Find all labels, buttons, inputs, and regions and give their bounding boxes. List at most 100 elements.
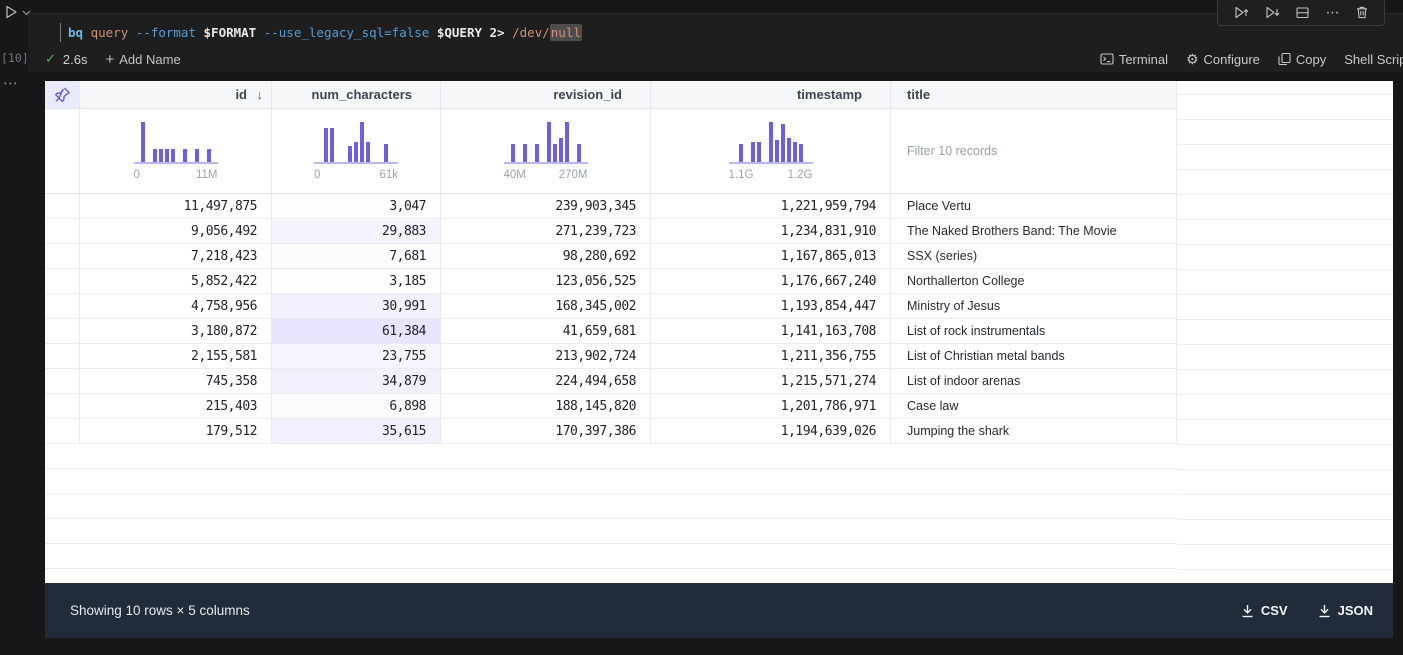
histogram-id[interactable]: 0 11M: [133, 121, 218, 181]
gear-icon: ⚙: [1185, 51, 1199, 67]
table-row: 9,056,492 29,883 271,239,723 1,234,831,910 T…: [45, 219, 1177, 244]
column-header-id[interactable]: id ↓: [80, 81, 272, 108]
cell-title[interactable]: Case law: [891, 394, 1177, 418]
cell-id[interactable]: 7,218,423: [80, 244, 272, 268]
filter-gutter-cell: [45, 109, 80, 193]
execution-count: [10]: [1, 51, 29, 65]
histogram-timestamp[interactable]: 1.1G 1.2G: [728, 121, 813, 181]
cell-revision_id[interactable]: 213,902,724: [441, 344, 651, 368]
cell-title[interactable]: Ministry of Jesus: [891, 294, 1177, 318]
more-actions-button[interactable]: ⋯: [1325, 4, 1340, 20]
cell-revision_id[interactable]: 239,903,345: [441, 194, 651, 218]
cell-timestamp[interactable]: 1,211,356,755: [651, 344, 891, 368]
cell-more-actions-icon[interactable]: ⋯: [3, 75, 19, 92]
cell-timestamp[interactable]: 1,193,854,447: [651, 294, 891, 318]
cell-num_characters[interactable]: 7,681: [272, 244, 441, 268]
cell-revision_id[interactable]: 224,494,658: [441, 369, 651, 393]
cell-revision_id[interactable]: 188,145,820: [441, 394, 651, 418]
execute-above-button[interactable]: [1233, 5, 1249, 20]
execute-below-button[interactable]: [1264, 5, 1280, 20]
column-header-revision_id[interactable]: revision_id: [441, 81, 651, 108]
cell-num_characters[interactable]: 35,615: [272, 419, 441, 443]
cell-timestamp[interactable]: 1,201,786,971: [651, 394, 891, 418]
cell-revision_id[interactable]: 123,056,525: [441, 269, 651, 293]
delete-cell-button[interactable]: [1355, 5, 1369, 20]
cell-num_characters[interactable]: 29,883: [272, 219, 441, 243]
shell-script-button[interactable]: Shell Script: [1344, 51, 1403, 67]
cell-revision_id[interactable]: 98,280,692: [441, 244, 651, 268]
filter-cell-num_characters: 0 61k: [272, 109, 441, 193]
cell-id[interactable]: 179,512: [80, 419, 272, 443]
title-filter-input[interactable]: [907, 144, 1147, 158]
histogram-bar: [534, 143, 539, 162]
cell-timestamp[interactable]: 1,167,865,013: [651, 244, 891, 268]
cell-num_characters[interactable]: 6,898: [272, 394, 441, 418]
cell-num_characters[interactable]: 3,047: [272, 194, 441, 218]
code-token: [429, 25, 437, 40]
cell-revision_id[interactable]: 271,239,723: [441, 219, 651, 243]
cell-timestamp[interactable]: 1,215,571,274: [651, 369, 891, 393]
cell-num_characters[interactable]: 30,991: [272, 294, 441, 318]
cell-revision_id[interactable]: 41,659,681: [441, 319, 651, 343]
histogram-bar: [194, 148, 199, 162]
cell-timestamp[interactable]: 1,141,163,708: [651, 319, 891, 343]
cell-id[interactable]: 4,758,956: [80, 294, 272, 318]
code-token: [256, 25, 264, 40]
cell-revision_id[interactable]: 168,345,002: [441, 294, 651, 318]
run-cell-button[interactable]: [3, 3, 33, 21]
cell-num_characters[interactable]: 34,879: [272, 369, 441, 393]
table-footer: Showing 10 rows × 5 columns CSV JSON: [45, 583, 1393, 638]
cell-title[interactable]: The Naked Brothers Band: The Movie: [891, 219, 1177, 243]
cell-num_characters[interactable]: 61,384: [272, 319, 441, 343]
histogram-bars: [134, 121, 218, 162]
cell-title[interactable]: List of Christian metal bands: [891, 344, 1177, 368]
cell-id[interactable]: 215,403: [80, 394, 272, 418]
code-token: 2>: [489, 25, 505, 40]
cell-timestamp[interactable]: 1,234,831,910: [651, 219, 891, 243]
add-name-button[interactable]: + Add Name: [105, 50, 181, 68]
cell-title[interactable]: Northallerton College: [891, 269, 1177, 293]
split-cell-button[interactable]: [1295, 5, 1310, 20]
cell-title[interactable]: List of indoor arenas: [891, 369, 1177, 393]
cell-revision_id[interactable]: 170,397,386: [441, 419, 651, 443]
cell-title[interactable]: Place Vertu: [891, 194, 1177, 218]
histogram-bar: [558, 137, 563, 162]
configure-button[interactable]: ⚙ Configure: [1185, 51, 1260, 67]
cell-num_characters[interactable]: 3,185: [272, 269, 441, 293]
download-csv-button[interactable]: CSV: [1241, 603, 1288, 618]
histogram-bar: [164, 148, 169, 162]
cell-timestamp[interactable]: 1,176,667,240: [651, 269, 891, 293]
cell-id[interactable]: 2,155,581: [80, 344, 272, 368]
copy-button[interactable]: Copy: [1278, 52, 1326, 67]
pin-column-header[interactable]: [45, 81, 80, 108]
histogram-num_characters[interactable]: 0 61k: [314, 121, 398, 181]
cell-title[interactable]: SSX (series): [891, 244, 1177, 268]
cell-title[interactable]: List of rock instrumentals: [891, 319, 1177, 343]
cell-id[interactable]: 5,852,422: [80, 269, 272, 293]
table-row: 3,180,872 61,384 41,659,681 1,141,163,708 Li…: [45, 319, 1177, 344]
histogram-revision_id[interactable]: 40M 270M: [503, 121, 588, 181]
cell-title[interactable]: Jumping the shark: [891, 419, 1177, 443]
histogram-bar: [750, 141, 755, 162]
cell-timestamp[interactable]: 1,194,639,026: [651, 419, 891, 443]
column-header-title[interactable]: title: [891, 81, 1177, 108]
row-count-summary: Showing 10 rows × 5 columns: [70, 603, 250, 618]
cell-id[interactable]: 745,358: [80, 369, 272, 393]
download-json-button[interactable]: JSON: [1318, 603, 1373, 618]
table-row: 7,218,423 7,681 98,280,692 1,167,865,013 SSX…: [45, 244, 1177, 269]
sort-desc-icon[interactable]: ↓: [256, 87, 264, 102]
cell-num_characters[interactable]: 23,755: [272, 344, 441, 368]
column-header-timestamp[interactable]: timestamp: [651, 81, 891, 108]
cell-timestamp[interactable]: 1,221,959,794: [651, 194, 891, 218]
command-line[interactable]: bq query --format $FORMAT --use_legacy_s…: [68, 24, 582, 41]
histogram-max-label: 61k: [379, 168, 398, 181]
code-token: --format: [135, 25, 196, 40]
cell-id[interactable]: 11,497,875: [80, 194, 272, 218]
cell-id[interactable]: 3,180,872: [80, 319, 272, 343]
histogram-min-label: 0: [314, 168, 321, 181]
column-header-num_characters[interactable]: num_characters: [272, 81, 441, 108]
histogram-max-label: 270M: [558, 168, 588, 181]
cell-id[interactable]: 9,056,492: [80, 219, 272, 243]
terminal-button[interactable]: Terminal: [1100, 52, 1168, 67]
filter-cell-timestamp: 1.1G 1.2G: [651, 109, 891, 193]
